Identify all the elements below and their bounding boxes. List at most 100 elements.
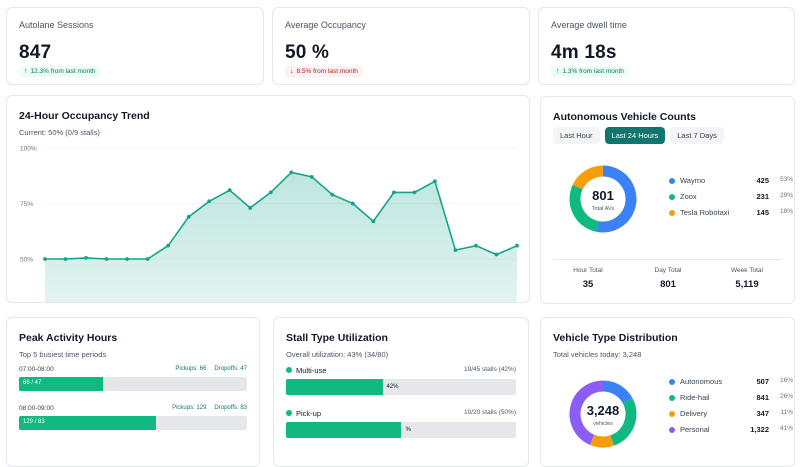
kpi-label: Average Occupancy (285, 20, 366, 30)
donut-slice (602, 380, 633, 404)
legend-name: Personal (680, 425, 710, 434)
card-subtitle: Top 5 busiest time periods (19, 350, 107, 359)
data-point (84, 255, 88, 260)
data-point (433, 179, 437, 184)
data-point (494, 252, 499, 257)
legend-item-zoox: Zoox 231 29% (669, 191, 793, 207)
card-subtitle: Total vehicles today: 3,248 (553, 350, 642, 359)
legend-item-delivery: Delivery 347 11% (669, 408, 793, 424)
card-title: Autonomous Vehicle Counts (553, 111, 696, 123)
arrow-down-icon: ↓ (290, 68, 294, 75)
data-point (515, 243, 519, 248)
peak-time: 07:00-08:00 (19, 366, 54, 373)
pickups-count: Pickups: 129 (172, 405, 207, 411)
data-point (227, 188, 232, 193)
y-tick-label: 100% (20, 146, 37, 153)
legend-dot (669, 194, 675, 200)
kpi-value: 4m 18s (551, 42, 617, 63)
donut-slice (569, 380, 604, 445)
data-point (43, 257, 47, 261)
time-range-tabs: Last Hour Last 24 Hours Last 7 Days (553, 127, 724, 144)
data-point (166, 243, 171, 248)
stall-count: 19/45 stalls (42%) (463, 366, 516, 373)
kpi-card-sessions: Autolane Sessions 847 ↑ 12.3% from last m… (6, 7, 264, 85)
donut-slice (589, 434, 614, 448)
tab-last-24-hours[interactable]: Last 24 Hours (604, 127, 666, 144)
peak-counts: Pickups: 129 Dropoffs: 83 (164, 405, 247, 411)
stall-percent: 42% (386, 384, 399, 390)
stall-bar: 42% (286, 379, 516, 395)
stall-utilization-card: Stall Type Utilization Overall utilizati… (273, 317, 529, 467)
peak-bar-label: 66 / 47 (23, 380, 42, 386)
kpi-change-text: 1.3% from last month (562, 68, 624, 75)
peak-time: 08:00-09:00 (19, 405, 54, 412)
legend-name: Tesla Robotaxi (680, 208, 730, 217)
kpi-value: 847 (19, 42, 52, 63)
donut-slice (569, 184, 600, 232)
stall-dot (286, 410, 292, 416)
donut-slice (610, 397, 637, 446)
arrow-up-icon: ↑ (24, 68, 28, 75)
peak-bar-label: 129 / 83 (23, 419, 45, 425)
legend-percent: 41% (779, 425, 793, 432)
stall-percent: % (405, 427, 411, 433)
data-point (63, 257, 68, 261)
legend-count: 231 (756, 192, 769, 201)
series-line (45, 171, 518, 260)
legend-item-waymo: Waymo 425 53% (669, 175, 793, 191)
kpi-card-occupancy: Average Occupancy 50 % ↓ 8.5% from last m… (272, 7, 530, 85)
hour-total: Hour Total 35 (553, 267, 623, 290)
arrow-up-icon: ↑ (556, 68, 560, 75)
data-point (268, 190, 273, 195)
peak-bar: 66 / 47 (19, 377, 247, 391)
donut-total: 3,248 (587, 403, 620, 418)
kpi-label: Average dwell time (551, 20, 627, 30)
legend-dot (669, 379, 675, 385)
occupancy-area-chart: 100%75%50%25%0%00h03h06h09h12h15h18h21h (20, 146, 519, 302)
y-tick-label: 75% (20, 201, 33, 208)
legend-item-tesla-robotaxi: Tesla Robotaxi 145 18% (669, 207, 793, 223)
occupancy-trend-card: 24-Hour Occupancy Trend Current: 50% (0/… (6, 95, 530, 303)
total-value: 35 (582, 279, 594, 290)
legend-dot (669, 178, 675, 184)
legend-dot (669, 210, 675, 216)
stall-fill (286, 422, 401, 438)
donut-caption: Total AVs (592, 206, 615, 212)
data-point (371, 219, 376, 224)
stall-count: 10/20 stalls (50%) (463, 409, 516, 416)
y-tick-label: 50% (20, 257, 33, 264)
legend-dot (669, 427, 675, 433)
donut-slice (572, 165, 604, 190)
legend-name: Delivery (680, 409, 708, 418)
dropoffs-count: Dropoffs: 83 (214, 405, 247, 411)
legend-percent: 16% (779, 377, 793, 384)
card-title: 24-Hour Occupancy Trend (19, 110, 150, 122)
legend-percent: 26% (779, 393, 793, 400)
legend-count: 145 (756, 208, 769, 217)
legend-name: Zoox (680, 192, 697, 201)
data-point (289, 170, 294, 175)
tab-last-7-days[interactable]: Last 7 Days (670, 127, 724, 144)
legend-name: Autonomous (680, 377, 723, 386)
total-value: 801 (660, 279, 676, 290)
card-subtitle: Current: 50% (0/9 stalls) (19, 128, 100, 137)
legend-percent: 29% (779, 192, 793, 199)
legend-count: 841 (756, 393, 769, 402)
av-donut-chart: 801 Total AVs (569, 165, 637, 233)
total-label: Day Total (654, 267, 682, 274)
legend-item-autonomous: Autonomous 507 16% (669, 376, 793, 392)
week-total: Week Total 5,119 (712, 267, 782, 290)
dropoffs-count: Dropoffs: 47 (214, 366, 247, 372)
data-point (248, 206, 253, 210)
kpi-value: 50 % (285, 42, 330, 63)
kpi-change-badge: ↑ 12.3% from last month (19, 66, 101, 77)
kpi-change-text: 8.5% from last month (296, 68, 358, 75)
legend-count: 347 (756, 409, 769, 418)
tab-last-hour[interactable]: Last Hour (553, 127, 600, 144)
total-value: 5,119 (735, 279, 759, 290)
av-counts-card: Autonomous Vehicle Counts Last Hour Last… (540, 96, 795, 304)
data-point (104, 257, 109, 261)
data-point (309, 174, 314, 179)
area-fill (45, 172, 517, 302)
vehicle-type-card: Vehicle Type Distribution Total vehicles… (540, 317, 795, 467)
